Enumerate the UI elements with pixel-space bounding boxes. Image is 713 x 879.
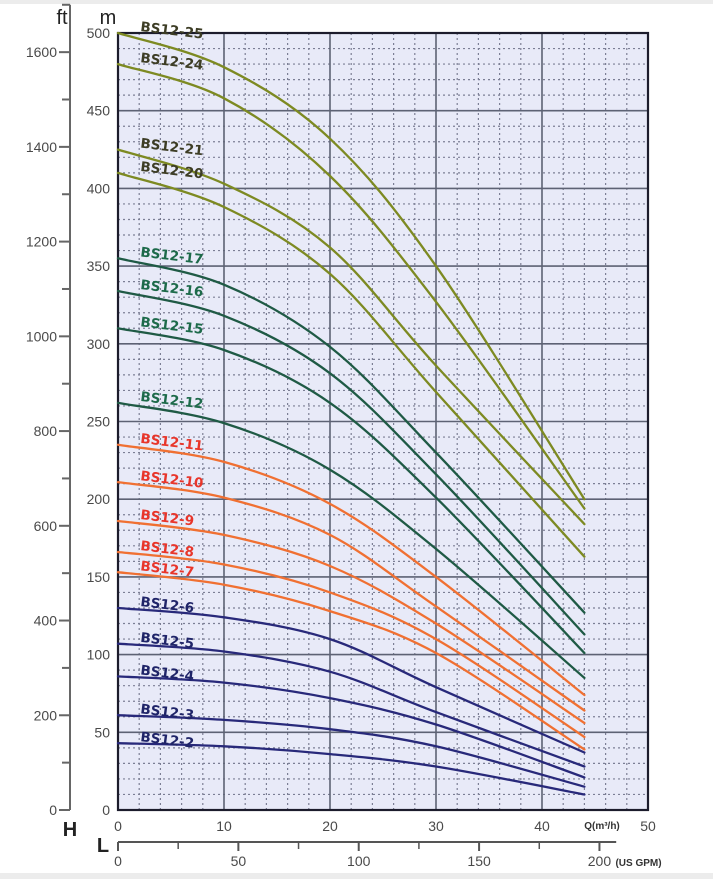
curve-label-bs12-20: BS12-20 xyxy=(140,159,205,183)
ft-tick-label: 0 xyxy=(49,802,57,818)
curve-label-bs12-9: BS12-9 xyxy=(140,507,195,529)
curve-bs12-25 xyxy=(116,31,586,501)
curve-bs12-3 xyxy=(116,714,586,788)
curve-layer xyxy=(116,31,586,796)
ft-tick-label: 1000 xyxy=(26,328,57,344)
curve-bs12-10 xyxy=(116,480,586,712)
x-tick-label: 40 xyxy=(534,818,550,834)
y-tick-label: 250 xyxy=(87,414,111,430)
x-tick-label: 50 xyxy=(640,818,656,834)
curve-bs12-2 xyxy=(116,742,586,796)
y-tick-label: 150 xyxy=(87,569,111,585)
x-axis-title: Q(m³/h) xyxy=(584,821,620,832)
curve-label-bs12-10: BS12-10 xyxy=(140,468,205,492)
bottom-frame-band xyxy=(0,873,713,879)
y-tick-label: 100 xyxy=(87,647,111,663)
curve-label-bs12-15: BS12-15 xyxy=(140,314,205,338)
curve-label-bs12-7: BS12-7 xyxy=(140,558,195,580)
curve-label-bs12-3: BS12-3 xyxy=(140,701,195,723)
curve-bs12-6 xyxy=(116,606,586,754)
curve-label-bs12-24: BS12-24 xyxy=(140,50,205,74)
h-axis-letter: H xyxy=(63,819,77,841)
curve-label-bs12-8: BS12-8 xyxy=(140,538,195,560)
gpm-tick-label: 100 xyxy=(347,853,371,869)
y-tick-label: 300 xyxy=(87,336,111,352)
ft-tick-label: 600 xyxy=(34,518,58,534)
y-tick-label: 0 xyxy=(102,802,110,818)
curve-label-bs12-25: BS12-25 xyxy=(140,19,205,43)
plot-border xyxy=(116,31,650,812)
curve-label-bs12-17: BS12-17 xyxy=(140,244,205,268)
y-tick-label: 400 xyxy=(87,180,111,196)
x-tick-label: 0 xyxy=(114,818,122,834)
gpm-tick-label: 50 xyxy=(231,853,247,869)
l-axis-letter: L xyxy=(97,835,109,857)
curve-bs12-16 xyxy=(116,289,586,636)
y-tick-label: 500 xyxy=(87,25,111,41)
gpm-tick-label: 150 xyxy=(467,853,491,869)
x-tick-label: 10 xyxy=(216,818,232,834)
curve-label-bs12-2: BS12-2 xyxy=(140,729,195,751)
x-tick-label: 20 xyxy=(322,818,338,834)
curve-bs12-5 xyxy=(116,642,586,768)
curve-bs12-7 xyxy=(116,571,586,751)
ft-tick-label: 200 xyxy=(34,707,58,723)
curve-label-bs12-6: BS12-6 xyxy=(140,594,195,616)
gpm-unit-label: (US GPM) xyxy=(615,858,661,869)
y-tick-label: 450 xyxy=(87,103,111,119)
ft-unit-label: ft xyxy=(56,7,68,29)
curve-label-bs12-5: BS12-5 xyxy=(140,630,195,652)
gpm-tick-label: 200 xyxy=(588,853,612,869)
y-tick-label: 350 xyxy=(87,258,111,274)
top-frame-band xyxy=(0,0,713,4)
curve-bs12-4 xyxy=(116,675,586,779)
curve-label-bs12-4: BS12-4 xyxy=(140,662,195,684)
curve-bs12-15 xyxy=(116,327,586,655)
axis-layer: 050100150200250300350400450500m020040060… xyxy=(26,3,662,869)
ft-tick-label: 1400 xyxy=(26,139,57,155)
ft-tick-label: 1600 xyxy=(26,44,57,60)
y-tick-label: 50 xyxy=(94,724,110,740)
y-tick-label: 200 xyxy=(87,491,111,507)
ft-tick-label: 1200 xyxy=(26,234,57,250)
curve-label-bs12-21: BS12-21 xyxy=(140,136,205,160)
y-unit-label-m: m xyxy=(100,7,117,29)
curve-bs12-17 xyxy=(116,257,586,614)
curve-label-bs12-12: BS12-12 xyxy=(140,389,205,413)
curve-label-bs12-11: BS12-11 xyxy=(140,431,205,455)
ft-tick-label: 800 xyxy=(34,423,58,439)
curve-bs12-8 xyxy=(116,550,586,739)
curve-bs12-12 xyxy=(116,401,586,680)
gpm-tick-label: 0 xyxy=(114,853,122,869)
curve-bs12-9 xyxy=(116,519,586,725)
curve-bs12-20 xyxy=(116,171,586,558)
curve-bs12-24 xyxy=(116,62,586,510)
curve-bs12-11 xyxy=(116,443,586,697)
ft-tick-label: 400 xyxy=(34,613,58,629)
x-tick-label: 30 xyxy=(428,818,444,834)
curve-label-bs12-16: BS12-16 xyxy=(140,277,205,301)
curve-bs12-21 xyxy=(116,148,586,526)
